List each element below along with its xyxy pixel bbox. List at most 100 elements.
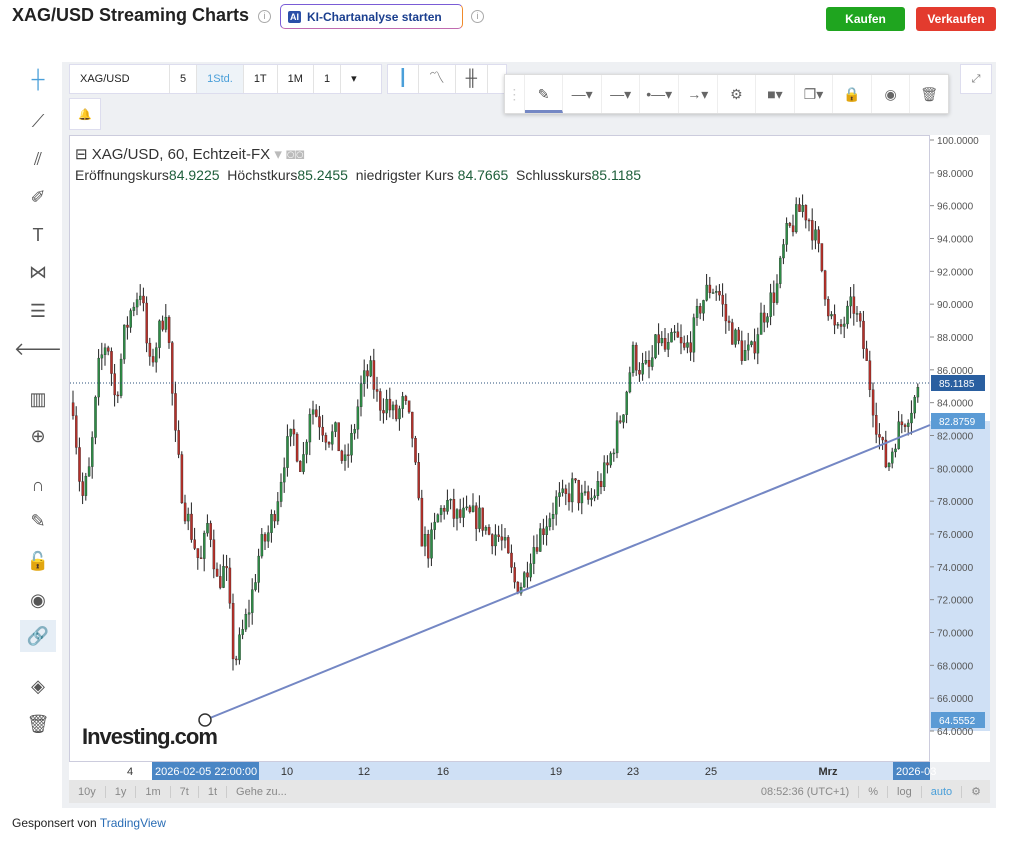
copy-icon[interactable]: ❐▾ [795,75,834,113]
text-icon[interactable]: T [32,224,44,245]
candles-icon[interactable]: ┃ [388,65,419,93]
drag-handle-icon[interactable]: ⋮ [505,75,525,113]
chevron-down-icon[interactable]: ▾ [351,73,357,85]
layers-icon[interactable]: ◈ [31,675,45,696]
series-name[interactable]: XAG/USD, 60, Echtzeit-FX [91,146,271,163]
candle [395,404,398,420]
candle [868,360,872,390]
candle [683,342,686,348]
indicators-icon[interactable]: ▥ [29,388,47,409]
chevron-down-icon[interactable]: ▾ ◙◙ [274,146,305,163]
trend-line-handle[interactable] [198,713,212,727]
goto-button[interactable]: Gehe zu... [236,785,287,798]
pattern-icon[interactable]: ⋈ [29,261,47,282]
fill-icon[interactable]: ■▾ [756,75,795,113]
candle [580,492,584,504]
buy-button[interactable]: Kaufen [826,7,905,31]
pencil-icon[interactable]: ✎ [524,75,564,113]
interval-custom[interactable]: 1 [314,65,342,93]
gear-icon[interactable]: ⚙ [971,786,981,798]
interval-1h[interactable]: 1Std. [197,65,244,93]
prediction-icon[interactable]: ☰ [29,300,47,321]
interval-1d[interactable]: 1T [244,65,278,93]
eye-icon[interactable]: ◉ [30,589,46,610]
trend-line-icon[interactable]: ⟋ [31,110,45,131]
interval-1m[interactable]: 1M [278,65,314,93]
line-end-icon[interactable]: •—▾ [640,75,680,113]
candle [823,270,827,300]
candle [647,360,651,367]
unlock-icon[interactable]: 🔓 [26,550,50,571]
magnet-icon[interactable]: ∩ [31,474,45,495]
candle [795,204,798,233]
log-toggle[interactable]: log [888,785,922,798]
line-style-icon[interactable]: —▾ [563,75,602,113]
tradingview-link[interactable]: TradingView [99,816,166,830]
candle [887,463,891,468]
candle [830,314,833,317]
candle [702,300,705,314]
candle [891,451,894,464]
lock-icon[interactable]: 🔒 [833,75,872,113]
interval-5[interactable]: 5 [170,65,198,93]
candle [279,481,283,502]
gear-icon[interactable]: ⚙ [718,75,757,113]
trash-icon[interactable]: 🗑 [26,713,50,734]
line-chart-icon[interactable]: 〽 [419,65,456,93]
candle [753,341,756,354]
candle [500,536,504,541]
candle [468,506,472,512]
bars-icon[interactable]: ╫ [456,65,488,93]
candle [430,529,433,559]
interval-toolbar: XAG/USD 5 1Std. 1T 1M 1 ▾ [69,64,382,94]
brush-icon[interactable]: ✐ [30,186,46,207]
price-tick-label: 98.0000 [937,169,974,180]
range-1y[interactable]: 1y [106,785,137,798]
draw-lock-icon[interactable]: ✎ [30,510,46,531]
candle [875,415,878,435]
crosshair-icon[interactable]: ┼ [31,68,45,89]
candle [190,513,193,540]
info-icon[interactable]: i [471,10,484,23]
candle [545,526,548,536]
trash-icon[interactable]: 🗑 [920,86,939,102]
sell-button[interactable]: Verkaufen [916,7,996,31]
trend-end-badge [931,413,985,429]
candle [670,332,673,343]
candle [315,409,318,417]
alert-add-icon[interactable]: 🔔 [69,98,101,130]
candle [788,223,792,226]
zoom-in-icon[interactable]: ⊕ [30,425,46,446]
candle [635,344,638,371]
price-tick-label: 64.0000 [937,727,974,738]
trend-line[interactable] [204,424,931,721]
range-1t[interactable]: 1t [199,785,228,798]
candle [535,547,539,552]
ai-analysis-button[interactable]: AI KI-Chartanalyse starten [280,4,463,29]
fib-icon[interactable]: ⫽ [33,148,43,169]
symbol-input[interactable]: XAG/USD [70,65,170,93]
candle [123,324,126,360]
auto-toggle[interactable]: auto [922,785,963,798]
range-10y[interactable]: 10y [69,785,106,798]
percent-toggle[interactable]: % [859,785,889,798]
high-value: 85.2455 [297,167,348,183]
info-icon[interactable]: i [258,10,271,23]
back-arrow-icon[interactable]: 🡐 [13,338,63,359]
trend-start-badge [931,712,985,728]
candle [715,291,718,293]
candle [375,389,379,392]
candle [158,320,161,348]
range-1m[interactable]: 1m [136,785,171,798]
candle [327,442,331,445]
arrow-icon[interactable]: →▾ [679,75,718,113]
fullscreen-icon[interactable]: ⤢ [960,64,992,94]
eye-icon[interactable]: ◉ [872,75,911,113]
line-width-icon[interactable]: —▾ [602,75,641,113]
candle [836,324,840,326]
link-icon[interactable]: 🔗 [20,620,56,652]
range-7t[interactable]: 7t [171,785,199,798]
candle [711,292,715,294]
candle [75,415,78,448]
candle [756,334,760,354]
